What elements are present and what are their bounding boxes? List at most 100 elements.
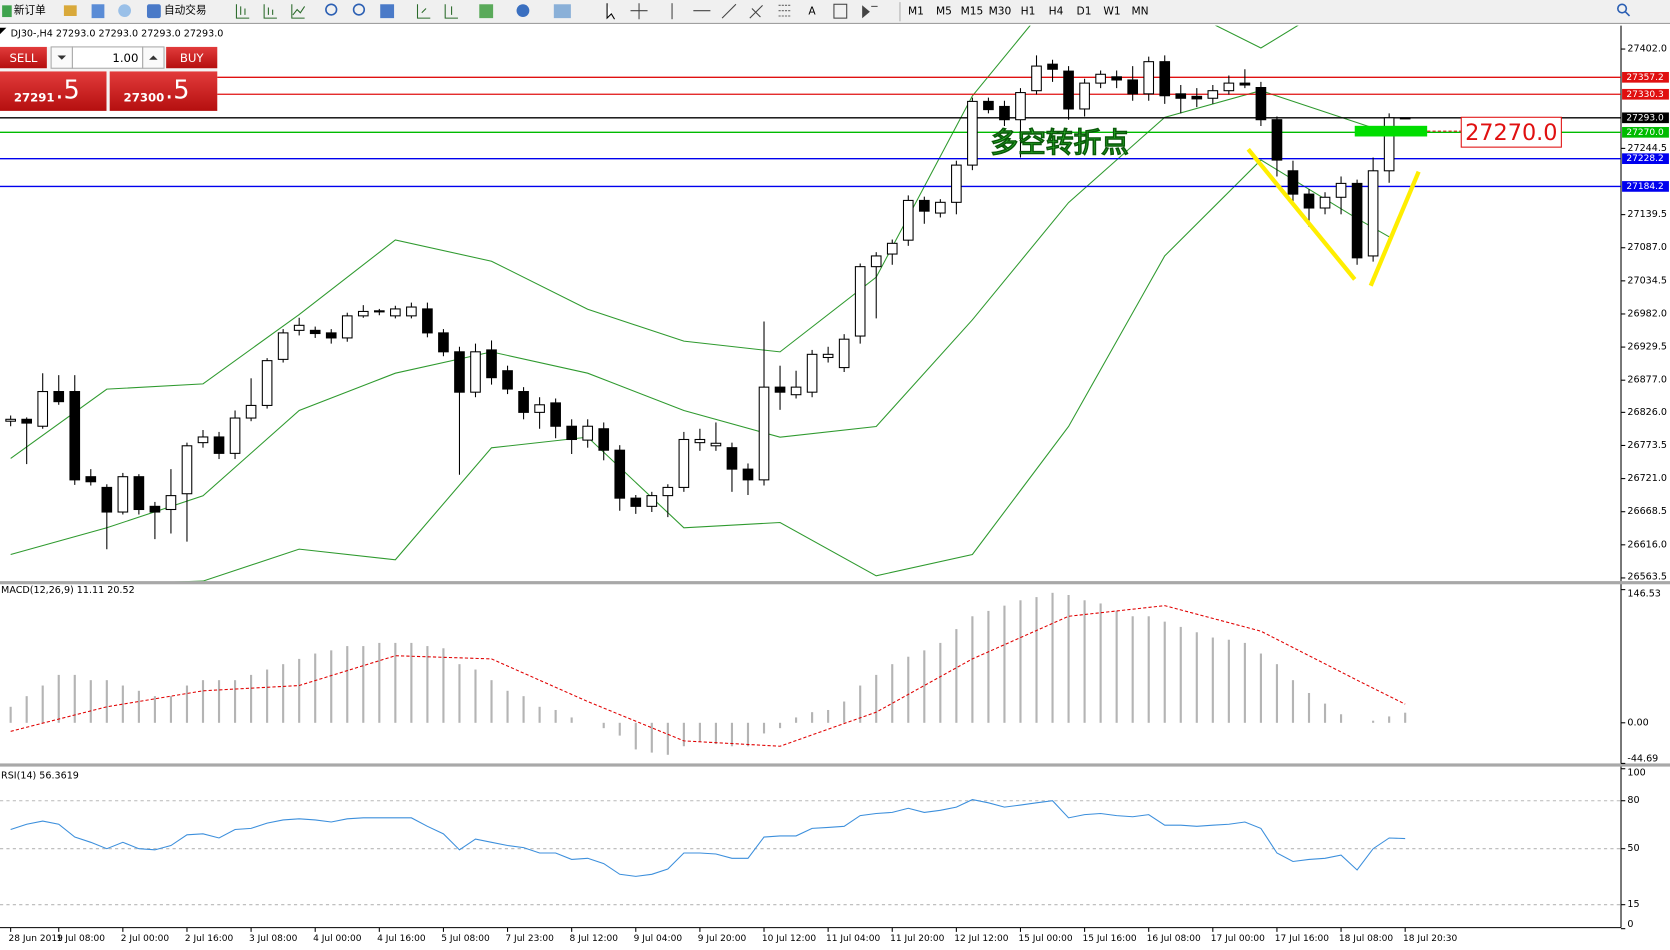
macd-bar	[762, 722, 766, 734]
timeframe-button[interactable]: M1	[908, 5, 924, 18]
macd-bar	[1372, 720, 1375, 723]
candle-body	[1271, 119, 1283, 161]
sell-label[interactable]: SELL	[9, 51, 37, 65]
macd-bar	[394, 642, 397, 723]
macd-bar	[490, 680, 493, 723]
y-tick-label: 0.00	[1627, 717, 1648, 728]
zoom-in-icon[interactable]	[325, 3, 338, 16]
candle-body	[1255, 86, 1267, 121]
price-line-label: 27228.2	[1626, 154, 1663, 164]
ask-price[interactable]: 27300	[124, 91, 165, 105]
new-order-button[interactable]: 新订单	[14, 4, 46, 17]
timeframe-button[interactable]: H4	[1049, 5, 1064, 18]
toolbar-icon[interactable]	[63, 5, 77, 16]
candle-body	[999, 105, 1010, 121]
x-tick-label: 2 Jul 00:00	[121, 934, 170, 944]
candle-body	[598, 428, 610, 451]
trendline-icon[interactable]	[721, 3, 737, 19]
ask-box[interactable]	[109, 71, 218, 111]
x-tick-label: 1 Jul 08:00	[57, 934, 106, 944]
bar-chart-icon[interactable]	[235, 4, 250, 19]
timeframe-button[interactable]: D1	[1077, 5, 1092, 18]
candle-body	[309, 329, 321, 335]
price-line-label: 27270.0	[1626, 128, 1664, 138]
templates-icon[interactable]	[553, 4, 571, 19]
timeframe-button[interactable]: W1	[1103, 5, 1120, 18]
y-tick-label: 26563.5	[1627, 571, 1667, 582]
toolbar: 新订单 自动交易 A M1 M5 M15 M30 H1 H4 D1 W1 MN	[0, 0, 1670, 24]
y-tick-label: 26826.0	[1627, 407, 1667, 418]
candle-body	[1095, 73, 1106, 84]
macd-bar	[9, 706, 12, 723]
bollinger-upper	[10, 25, 1299, 459]
toolbar-icon[interactable]	[91, 4, 105, 19]
timeframe-button[interactable]: MN	[1131, 5, 1148, 18]
timeframe-button[interactable]: H1	[1021, 5, 1036, 18]
candle-body	[886, 242, 898, 255]
one-click-trading: SELL 1.00 BUY 27291 .5 27300 .5	[0, 27, 218, 111]
x-tick-label: 17 Jul 16:00	[1275, 934, 1329, 944]
new-order-icon[interactable]	[2, 5, 12, 18]
candle-body	[838, 338, 850, 369]
candle-body	[1223, 82, 1235, 92]
macd-bar	[907, 656, 910, 723]
label-tool[interactable]	[833, 3, 848, 19]
buy-button[interactable]	[166, 46, 218, 69]
bollinger-middle	[10, 90, 1390, 555]
candle-chart-icon[interactable]	[263, 4, 277, 19]
macd-bar	[314, 653, 317, 723]
x-tick-label: 28 Jun 2019	[9, 934, 64, 944]
cursor-icon[interactable]	[606, 3, 615, 20]
fibo-icon[interactable]	[778, 4, 792, 17]
panel-separator	[0, 581, 1670, 585]
timeframe-button[interactable]: M30	[989, 5, 1012, 18]
bid-price[interactable]: 27291	[14, 91, 55, 105]
macd-bar	[618, 722, 621, 736]
panel-toggle[interactable]	[0, 27, 7, 35]
timeframe-button[interactable]: M5	[936, 5, 952, 18]
macd-bar	[939, 642, 942, 723]
macd-bar	[1339, 714, 1343, 723]
bid-box[interactable]	[0, 71, 107, 111]
y-tick-label: 0	[1627, 919, 1633, 930]
candle-body	[566, 425, 577, 441]
tile-icon[interactable]	[380, 4, 395, 19]
zoom-out-icon[interactable]	[352, 3, 366, 16]
toolbar-icon[interactable]	[118, 4, 132, 18]
ask-pips[interactable]: .5	[165, 76, 189, 106]
timeframe-button[interactable]: M15	[961, 5, 984, 18]
x-tick-label: 7 Jul 23:00	[505, 934, 554, 944]
shift-icon[interactable]	[444, 4, 458, 19]
auto-trading-button[interactable]: 自动交易	[164, 4, 207, 17]
candle-body	[1079, 82, 1090, 110]
y-tick-label: 27139.5	[1627, 209, 1667, 220]
scroll-icon[interactable]	[416, 4, 431, 19]
line-chart-icon[interactable]	[291, 4, 306, 19]
auto-trading-icon[interactable]	[146, 4, 161, 19]
indicators-icon[interactable]	[479, 4, 494, 19]
macd-bar	[442, 648, 445, 723]
search-icon[interactable]	[1617, 3, 1628, 14]
candle-body	[341, 315, 353, 339]
channel-icon[interactable]	[749, 4, 763, 19]
macd-bar	[1259, 653, 1262, 723]
chart-type-icons[interactable]	[235, 4, 306, 19]
bid-pips[interactable]: .5	[55, 76, 79, 106]
price-line-tag	[1622, 126, 1669, 138]
lot-value[interactable]: 1.00	[112, 51, 138, 65]
macd-bar	[875, 674, 878, 723]
arrows-tool[interactable]	[862, 5, 878, 19]
periods-icon[interactable]	[516, 4, 530, 18]
sell-button[interactable]	[0, 46, 47, 69]
candle-body	[357, 310, 369, 317]
y-tick-label: 27034.5	[1627, 275, 1667, 286]
candle-body	[181, 445, 193, 495]
candle-body	[630, 497, 642, 507]
buy-label[interactable]: BUY	[180, 51, 205, 65]
price-panel	[0, 25, 1622, 582]
candle-body	[550, 402, 561, 427]
text-tool[interactable]: A	[808, 5, 816, 18]
crosshair-icon[interactable]	[630, 3, 648, 20]
macd-bar	[778, 722, 782, 729]
macd-bar	[57, 674, 60, 723]
